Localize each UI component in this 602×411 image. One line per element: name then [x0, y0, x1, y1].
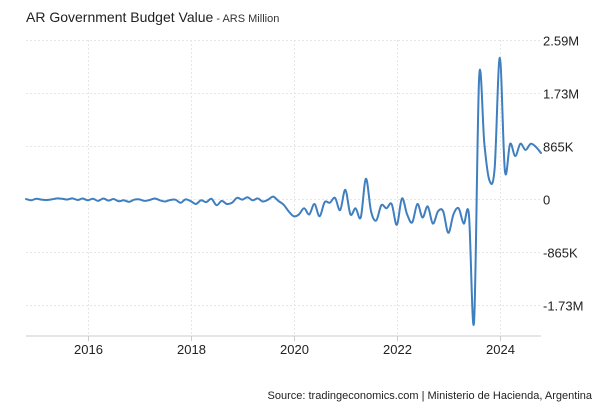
- chart-title-main: AR Government Budget Value: [26, 9, 214, 25]
- chart-title: AR Government Budget Value - ARS Million: [26, 9, 279, 25]
- y-tick-label: 2.59M: [543, 34, 579, 49]
- source-note: Source: tradingeconomics.com | Ministeri…: [267, 390, 592, 402]
- y-tick-label: -865K: [543, 246, 578, 261]
- y-tick-label: 1.73M: [543, 87, 579, 102]
- chart-subtitle: ARS Million: [222, 13, 280, 25]
- x-tick-label: 2016: [74, 342, 103, 357]
- y-tick-label: -1.73M: [543, 299, 583, 314]
- x-tick-label: 2024: [486, 342, 515, 357]
- series-line[interactable]: [25, 56, 542, 326]
- x-tick-label: 2018: [177, 342, 206, 357]
- x-tick-label: 2022: [383, 342, 412, 357]
- y-tick-label: 0: [543, 193, 550, 208]
- axis-ticks: 2.59M 1.73M 865K 0 -865K -1.73M 2016 2018 2020 20…: [74, 34, 583, 358]
- grid-lines: [26, 40, 541, 336]
- y-tick-label: 865K: [543, 140, 574, 155]
- x-tick-label: 2020: [280, 342, 309, 357]
- chart-title-separator: -: [213, 13, 223, 25]
